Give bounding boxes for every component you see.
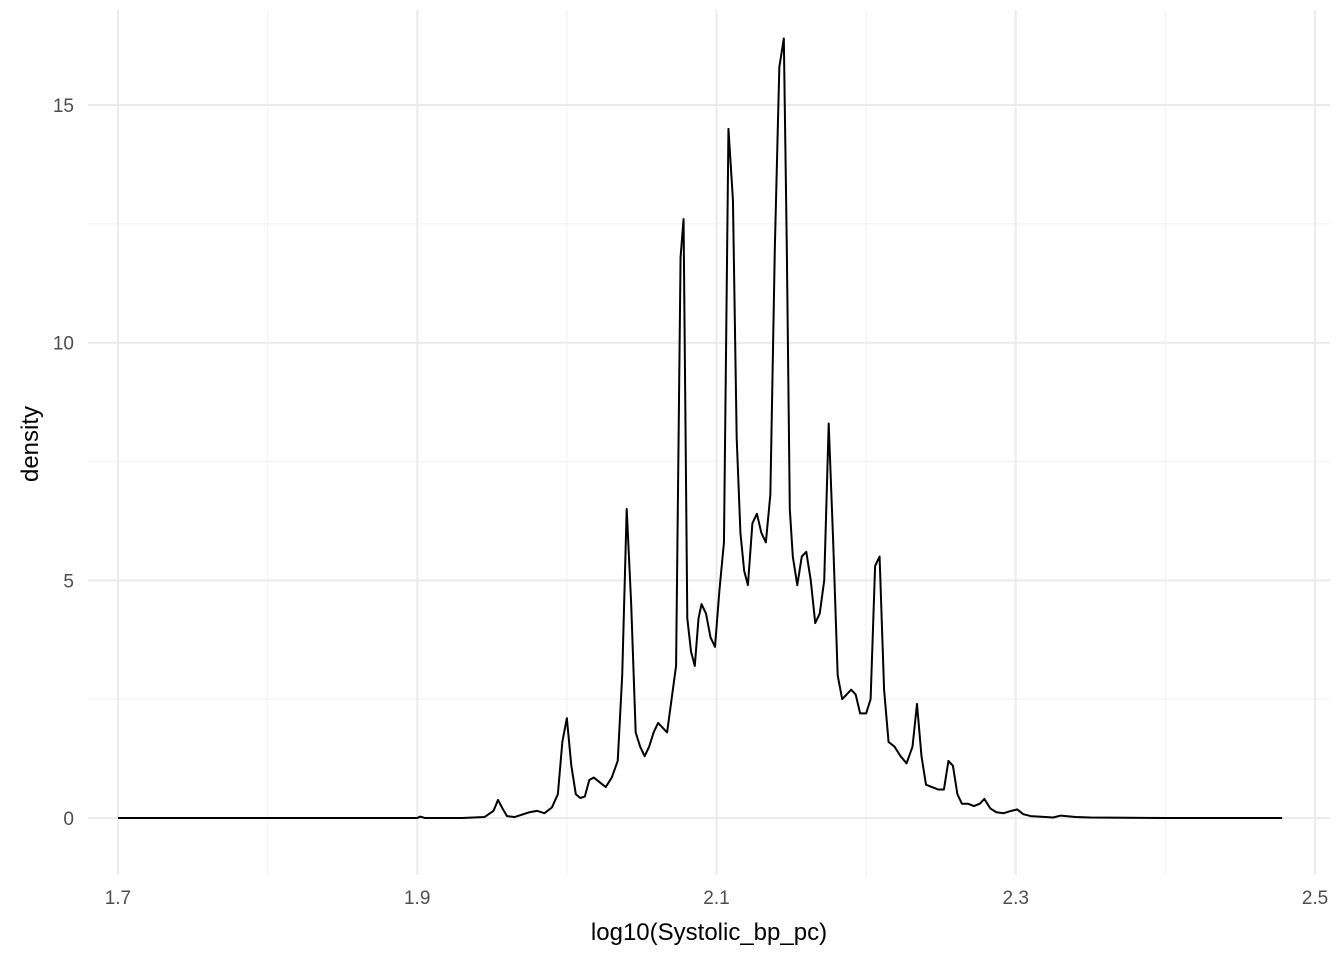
x-tick-label: 2.5 <box>1302 888 1328 909</box>
density-series <box>117 37 1283 819</box>
minor-gridlines <box>88 10 1330 875</box>
y-axis-title: density <box>17 406 44 482</box>
y-axis-tick-labels: 0 5 10 15 <box>53 96 74 830</box>
y-tick-label: 15 <box>53 96 74 117</box>
x-tick-label: 1.7 <box>105 888 131 909</box>
x-tick-label: 2.3 <box>1003 888 1029 909</box>
x-tick-label: 2.1 <box>703 888 729 909</box>
y-tick-label: 5 <box>63 571 74 592</box>
y-tick-label: 10 <box>53 334 74 355</box>
x-axis-tick-labels: 1.7 1.9 2.1 2.3 2.5 <box>105 888 1329 909</box>
major-gridlines <box>88 10 1330 875</box>
density-line <box>117 37 1283 819</box>
x-tick-label: 1.9 <box>404 888 430 909</box>
y-tick-label: 0 <box>63 809 74 830</box>
x-axis-title: log10(Systolic_bp_pc) <box>591 919 827 946</box>
